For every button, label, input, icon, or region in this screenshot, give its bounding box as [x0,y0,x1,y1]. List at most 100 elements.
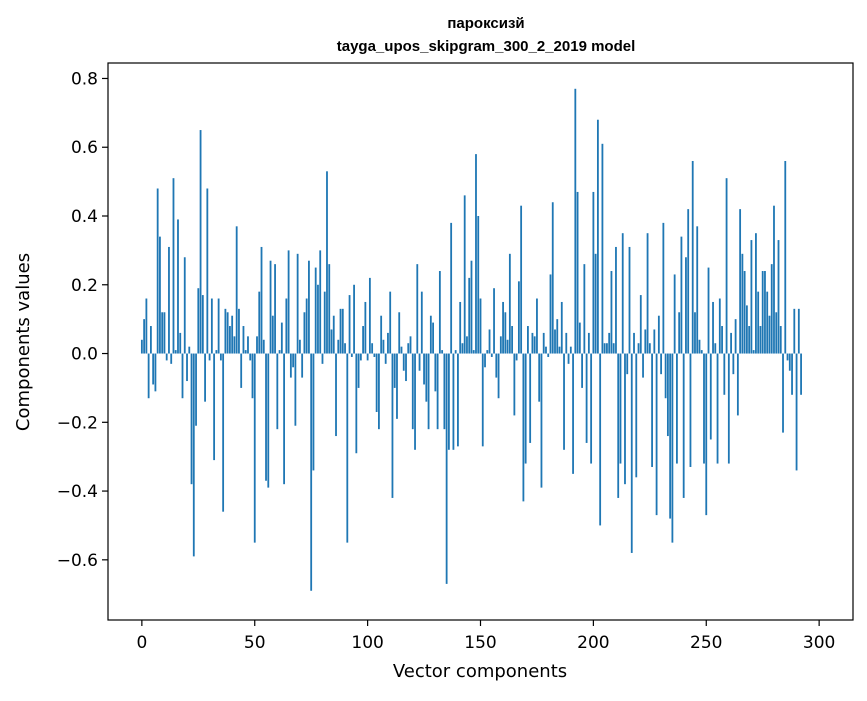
bar [215,350,217,353]
y-axis-ticks: −0.6 −0.4 −0.2 0.0 0.2 0.4 0.6 0.8 [57,69,108,570]
bar [161,312,163,353]
bar [193,354,195,557]
bar [484,354,486,368]
bar [538,354,540,402]
bar [620,354,622,464]
bar [651,354,653,467]
bar [288,250,290,353]
bar [658,316,660,354]
y-tick-label: 0.6 [71,138,98,158]
bar [552,202,554,353]
bar [234,336,236,353]
bar [326,171,328,353]
bar [335,354,337,437]
bar [766,292,768,354]
bar [322,354,324,364]
x-axis-label: Vector components [393,661,567,682]
bar [536,299,538,354]
x-tick-label: 250 [690,633,722,653]
bar [473,350,475,353]
bar [450,223,452,354]
bar [430,316,432,354]
bar [545,347,547,354]
bar [292,354,294,368]
bar [414,354,416,450]
bar [211,299,213,354]
y-tick-label: 0.8 [71,69,98,89]
bar [532,333,534,354]
bar [265,354,267,481]
bar [272,316,274,354]
bar [148,354,150,399]
bar [443,354,445,430]
bar [800,354,802,395]
bar [238,309,240,354]
bar [166,354,168,361]
bar [796,354,798,471]
bar [421,292,423,354]
bar [308,261,310,354]
bar [274,264,276,353]
bar [624,354,626,485]
bar [328,264,330,353]
bar [703,354,705,464]
bar [380,316,382,354]
bar [204,354,206,402]
bar [152,354,154,385]
bar [784,161,786,354]
bar [730,333,732,354]
bar [769,316,771,354]
x-tick-label: 200 [577,633,609,653]
bar [202,295,204,353]
bar [349,295,351,353]
bar [267,354,269,488]
x-tick-label: 300 [803,633,835,653]
bar [317,285,319,354]
bar [780,326,782,354]
bar [362,326,364,354]
bar [787,354,789,361]
bar [751,240,753,353]
bar [480,299,482,354]
bar [150,326,152,354]
bar [773,206,775,354]
bar [669,354,671,519]
bar [789,354,791,371]
bar [351,354,353,357]
y-tick-label: 0.2 [71,276,98,296]
bar [263,340,265,354]
x-tick-label: 0 [136,633,147,653]
bar [360,354,362,361]
bar [597,120,599,354]
x-axis-ticks: 0 50 100 150 200 250 300 [136,620,835,653]
bar [385,354,387,364]
bar [457,354,459,447]
bar [301,354,303,378]
bar [741,254,743,354]
bar [468,278,470,354]
bar [419,354,421,371]
bar [240,354,242,388]
bar [649,343,651,353]
bar [577,192,579,354]
bar [371,343,373,353]
bar [491,354,493,357]
bar [583,264,585,353]
bar [218,299,220,354]
bar [281,323,283,354]
bar [559,347,561,354]
bar [590,354,592,464]
bar [547,354,549,357]
bar [258,292,260,354]
bar [687,209,689,353]
bar [455,350,457,353]
bar [556,319,558,353]
bar [622,233,624,353]
bar [791,354,793,395]
bar [681,237,683,354]
bar [279,350,281,353]
bar [477,216,479,354]
bar [182,354,184,399]
bar [256,336,258,353]
